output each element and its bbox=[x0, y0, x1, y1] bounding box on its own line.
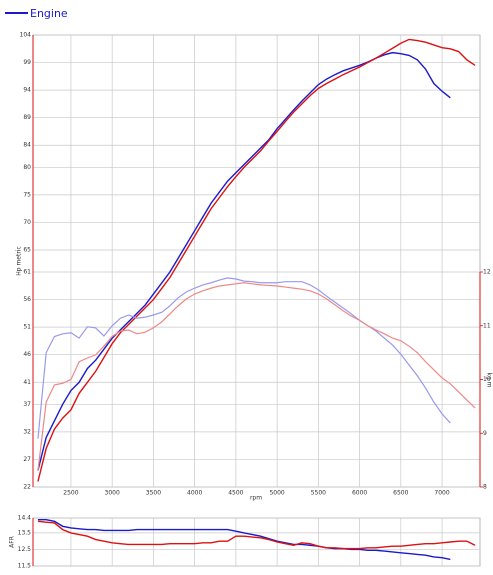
y-tick-label: 46 bbox=[23, 351, 31, 358]
x-tick-label: 2500 bbox=[63, 490, 78, 497]
y2-axis-label: kg m bbox=[486, 372, 493, 387]
y-tick-label: 14.4 bbox=[18, 515, 32, 522]
series-line bbox=[37, 38, 476, 482]
series-line bbox=[37, 277, 451, 439]
plot-area bbox=[32, 34, 481, 488]
x-tick-label: 3500 bbox=[146, 490, 161, 497]
plot-area bbox=[32, 517, 481, 567]
y-tick-label: 51 bbox=[23, 324, 31, 331]
y-tick-label: 27 bbox=[23, 456, 31, 463]
series-line bbox=[37, 520, 476, 550]
y-tick-label: 32 bbox=[23, 428, 31, 435]
y-tick-label: 70 bbox=[23, 219, 31, 226]
y2-tick-label: 10 bbox=[483, 376, 491, 383]
series-line bbox=[37, 282, 476, 471]
y-tick-label: 37 bbox=[23, 401, 31, 408]
y-tick-label: 65 bbox=[23, 246, 31, 253]
x-tick-label: 5500 bbox=[311, 490, 326, 497]
y-tick-label: 89 bbox=[23, 114, 31, 121]
x-axis-label: rpm bbox=[250, 495, 262, 502]
x-tick-label: 6000 bbox=[352, 490, 367, 497]
y-tick-label: 80 bbox=[23, 164, 31, 171]
y-tick-label: 56 bbox=[23, 296, 31, 303]
series-line bbox=[37, 51, 451, 471]
y-tick-label: 84 bbox=[23, 142, 31, 149]
x-tick-label: 7000 bbox=[434, 490, 449, 497]
x-tick-label: 5000 bbox=[269, 490, 284, 497]
y2-tick-label: 12 bbox=[483, 269, 491, 276]
x-tick-label: 6500 bbox=[393, 490, 408, 497]
legend-text: Engine bbox=[30, 7, 68, 20]
y-tick-label: 99 bbox=[23, 59, 31, 66]
y-tick-label: 94 bbox=[23, 87, 31, 94]
y-tick-label: 12.5 bbox=[18, 546, 32, 553]
y2-tick-label: 8 bbox=[483, 484, 487, 491]
afr-axis-label: AFR bbox=[9, 536, 16, 548]
y-tick-label: 22 bbox=[23, 484, 31, 491]
y-tick-label: 75 bbox=[23, 191, 31, 198]
y2-tick-label: 11 bbox=[483, 322, 491, 329]
y2-tick-label: 9 bbox=[483, 430, 487, 437]
y-axis-label: Hp metric bbox=[16, 246, 23, 276]
x-tick-label: 3000 bbox=[105, 490, 120, 497]
x-tick-label: 4000 bbox=[187, 490, 202, 497]
y-tick-label: 41 bbox=[23, 379, 31, 386]
x-tick-label: 4500 bbox=[228, 490, 243, 497]
y-tick-label: 104 bbox=[20, 32, 32, 39]
y-tick-label: 61 bbox=[23, 269, 31, 276]
series-line bbox=[37, 518, 451, 561]
y-tick-label: 13.5 bbox=[18, 529, 32, 536]
y-tick-label: 11.5 bbox=[18, 563, 32, 570]
